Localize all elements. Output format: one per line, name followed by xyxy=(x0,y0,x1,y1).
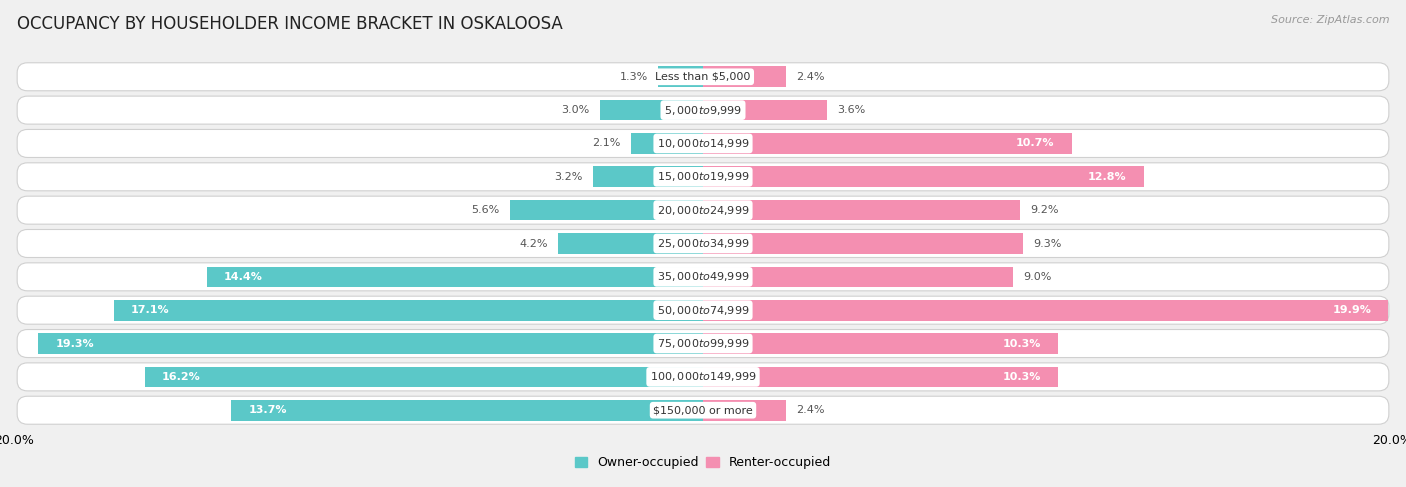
Text: 19.3%: 19.3% xyxy=(55,338,94,349)
Bar xyxy=(703,66,786,87)
FancyBboxPatch shape xyxy=(17,96,1389,124)
Bar xyxy=(558,233,703,254)
Text: $20,000 to $24,999: $20,000 to $24,999 xyxy=(657,204,749,217)
Text: 9.2%: 9.2% xyxy=(1031,205,1059,215)
Text: 17.1%: 17.1% xyxy=(131,305,170,315)
FancyBboxPatch shape xyxy=(17,296,1389,324)
FancyBboxPatch shape xyxy=(17,196,1389,224)
Text: 9.3%: 9.3% xyxy=(1033,239,1062,248)
Bar xyxy=(703,167,1144,187)
Bar xyxy=(38,333,703,354)
Text: Source: ZipAtlas.com: Source: ZipAtlas.com xyxy=(1271,15,1389,25)
Text: 2.4%: 2.4% xyxy=(796,72,824,82)
Bar xyxy=(114,300,703,320)
Text: 16.2%: 16.2% xyxy=(162,372,201,382)
Text: $50,000 to $74,999: $50,000 to $74,999 xyxy=(657,304,749,317)
Text: 10.3%: 10.3% xyxy=(1002,338,1040,349)
Text: $5,000 to $9,999: $5,000 to $9,999 xyxy=(664,104,742,116)
Text: OCCUPANCY BY HOUSEHOLDER INCOME BRACKET IN OSKALOOSA: OCCUPANCY BY HOUSEHOLDER INCOME BRACKET … xyxy=(17,15,562,33)
Text: 9.0%: 9.0% xyxy=(1024,272,1052,282)
Bar xyxy=(703,400,786,421)
Text: $150,000 or more: $150,000 or more xyxy=(654,405,752,415)
Bar xyxy=(703,233,1024,254)
Bar xyxy=(658,66,703,87)
Bar xyxy=(631,133,703,154)
Bar xyxy=(703,133,1071,154)
FancyBboxPatch shape xyxy=(17,363,1389,391)
FancyBboxPatch shape xyxy=(17,330,1389,357)
Bar xyxy=(231,400,703,421)
FancyBboxPatch shape xyxy=(17,229,1389,258)
Bar xyxy=(593,167,703,187)
Bar xyxy=(703,300,1389,320)
Bar xyxy=(703,200,1019,221)
Text: 19.9%: 19.9% xyxy=(1333,305,1371,315)
Text: 13.7%: 13.7% xyxy=(249,405,287,415)
Bar xyxy=(703,367,1057,387)
Bar xyxy=(145,367,703,387)
Bar xyxy=(510,200,703,221)
Legend: Owner-occupied, Renter-occupied: Owner-occupied, Renter-occupied xyxy=(569,451,837,474)
Bar xyxy=(703,100,827,120)
Text: 3.2%: 3.2% xyxy=(554,172,582,182)
Text: $25,000 to $34,999: $25,000 to $34,999 xyxy=(657,237,749,250)
Bar xyxy=(207,266,703,287)
Text: 4.2%: 4.2% xyxy=(519,239,548,248)
Bar xyxy=(599,100,703,120)
Text: 14.4%: 14.4% xyxy=(224,272,263,282)
Bar xyxy=(703,266,1012,287)
Text: $10,000 to $14,999: $10,000 to $14,999 xyxy=(657,137,749,150)
FancyBboxPatch shape xyxy=(17,263,1389,291)
Text: $15,000 to $19,999: $15,000 to $19,999 xyxy=(657,170,749,183)
Text: 12.8%: 12.8% xyxy=(1088,172,1126,182)
Text: Less than $5,000: Less than $5,000 xyxy=(655,72,751,82)
Text: $35,000 to $49,999: $35,000 to $49,999 xyxy=(657,270,749,283)
FancyBboxPatch shape xyxy=(17,396,1389,424)
Text: 1.3%: 1.3% xyxy=(620,72,648,82)
Bar xyxy=(703,333,1057,354)
Text: $75,000 to $99,999: $75,000 to $99,999 xyxy=(657,337,749,350)
Text: 5.6%: 5.6% xyxy=(471,205,499,215)
Text: 10.3%: 10.3% xyxy=(1002,372,1040,382)
FancyBboxPatch shape xyxy=(17,130,1389,157)
FancyBboxPatch shape xyxy=(17,63,1389,91)
Text: 2.4%: 2.4% xyxy=(796,405,824,415)
Text: 3.0%: 3.0% xyxy=(561,105,589,115)
FancyBboxPatch shape xyxy=(17,163,1389,191)
Text: 2.1%: 2.1% xyxy=(592,138,620,149)
Text: $100,000 to $149,999: $100,000 to $149,999 xyxy=(650,371,756,383)
Text: 10.7%: 10.7% xyxy=(1017,138,1054,149)
Text: 3.6%: 3.6% xyxy=(838,105,866,115)
